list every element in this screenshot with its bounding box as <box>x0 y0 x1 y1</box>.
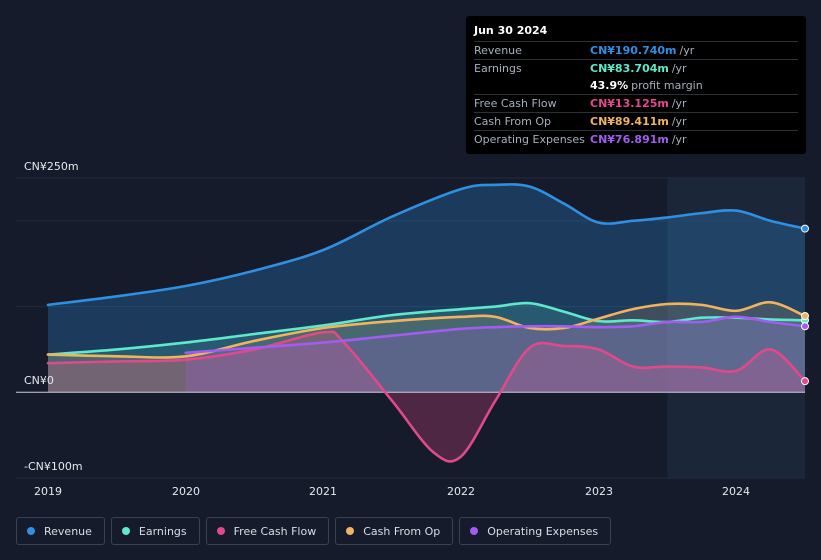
tooltip-label: Free Cash Flow <box>474 97 557 110</box>
cash-from-op-endpoint <box>801 312 809 320</box>
earnings-area <box>48 303 805 393</box>
tooltip-value: CN¥83.704m <box>590 62 669 75</box>
legend-item-operating-expenses[interactable]: Operating Expenses <box>459 517 612 545</box>
free-cash-flow-area <box>48 331 805 462</box>
tooltip-row-free-cash-flow: Free Cash Flow CN¥13.125m /yr <box>474 94 798 112</box>
tooltip-row-cash-from-op: Cash From Op CN¥89.411m /yr <box>474 112 798 130</box>
revenue-endpoint <box>801 224 809 233</box>
tooltip-unit: /yr <box>679 44 695 57</box>
y-tick-label-top: CN¥250m <box>24 160 79 173</box>
tooltip-row-earnings: Earnings CN¥83.704m /yr <box>474 59 798 77</box>
tooltip-label: Revenue <box>474 44 522 57</box>
tooltip-unit: /yr <box>671 97 687 110</box>
series-areas <box>48 184 806 462</box>
revenue-dot-icon <box>27 527 35 535</box>
earnings-dot-icon <box>121 527 130 535</box>
earnings-line <box>46 301 807 356</box>
legend-label: Cash From Op <box>363 524 441 538</box>
tooltip-date: Jun 30 2024 <box>474 24 548 37</box>
series-lines <box>46 183 807 463</box>
x-tick-label: 2024 <box>722 485 750 498</box>
tooltip-value: CN¥76.891m <box>590 133 669 146</box>
tooltip-unit: profit margin <box>631 79 703 92</box>
tooltip-value: CN¥190.740m <box>590 44 677 57</box>
legend-item-revenue[interactable]: Revenue <box>16 517 105 545</box>
tooltip-unit: /yr <box>671 133 687 146</box>
x-tick-label: 2021 <box>309 485 337 498</box>
x-tick-label: 2019 <box>34 485 62 498</box>
tooltip-panel: Jun 30 2024 Revenue CN¥190.740m /yr Earn… <box>466 16 806 154</box>
x-tick-label: 2023 <box>585 485 613 498</box>
legend-label: Revenue <box>44 524 92 538</box>
legend-label: Earnings <box>138 524 187 538</box>
free-cash-flow-line <box>46 330 807 463</box>
operating-expenses-dot-icon <box>470 527 479 535</box>
legend: Revenue Earnings Free Cash Flow Cash Fro… <box>16 517 612 545</box>
cash-from-op-area <box>48 302 805 393</box>
chart-canvas <box>16 177 809 479</box>
tooltip-row-profit-margin: 43.9% profit margin <box>474 77 798 94</box>
tooltip-label: Earnings <box>474 62 522 75</box>
tooltip-row-operating-expenses: Operating Expenses CN¥76.891m /yr <box>474 130 798 148</box>
revenue-line <box>46 183 807 307</box>
cash-from-op-dot-icon <box>346 527 355 535</box>
legend-label: Operating Expenses <box>487 524 599 538</box>
operating-expenses-line <box>184 315 807 355</box>
legend-item-earnings[interactable]: Earnings <box>110 517 200 545</box>
operating-expenses-endpoint <box>801 322 809 331</box>
tooltip-value: CN¥13.125m <box>590 97 669 110</box>
y-tick-label-bottom: -CN¥100m <box>24 460 83 473</box>
y-tick-label-zero: CN¥0 <box>24 374 54 387</box>
tooltip-label: Cash From Op <box>474 115 552 128</box>
free-cash-flow-dot-icon <box>216 527 225 535</box>
tooltip-value: 43.9% <box>590 79 629 92</box>
tooltip-label: Operating Expenses <box>474 133 585 146</box>
series-endpoints <box>801 224 809 386</box>
x-tick-label: 2020 <box>172 485 200 498</box>
forecast-shade <box>667 178 805 478</box>
tooltip-unit: /yr <box>671 62 687 75</box>
operating-expenses-area <box>185 316 806 393</box>
tooltip-unit: /yr <box>671 115 687 128</box>
tooltip-value: CN¥89.411m <box>590 115 669 128</box>
gridlines <box>16 177 805 479</box>
legend-item-free-cash-flow[interactable]: Free Cash Flow <box>205 517 330 545</box>
free-cash-flow-endpoint <box>801 377 809 386</box>
legend-item-cash-from-op[interactable]: Cash From Op <box>335 517 454 545</box>
x-tick-label: 2022 <box>447 485 475 498</box>
tooltip-row-revenue: Revenue CN¥190.740m /yr <box>474 41 798 59</box>
revenue-area <box>48 184 805 393</box>
legend-label: Free Cash Flow <box>233 524 317 538</box>
